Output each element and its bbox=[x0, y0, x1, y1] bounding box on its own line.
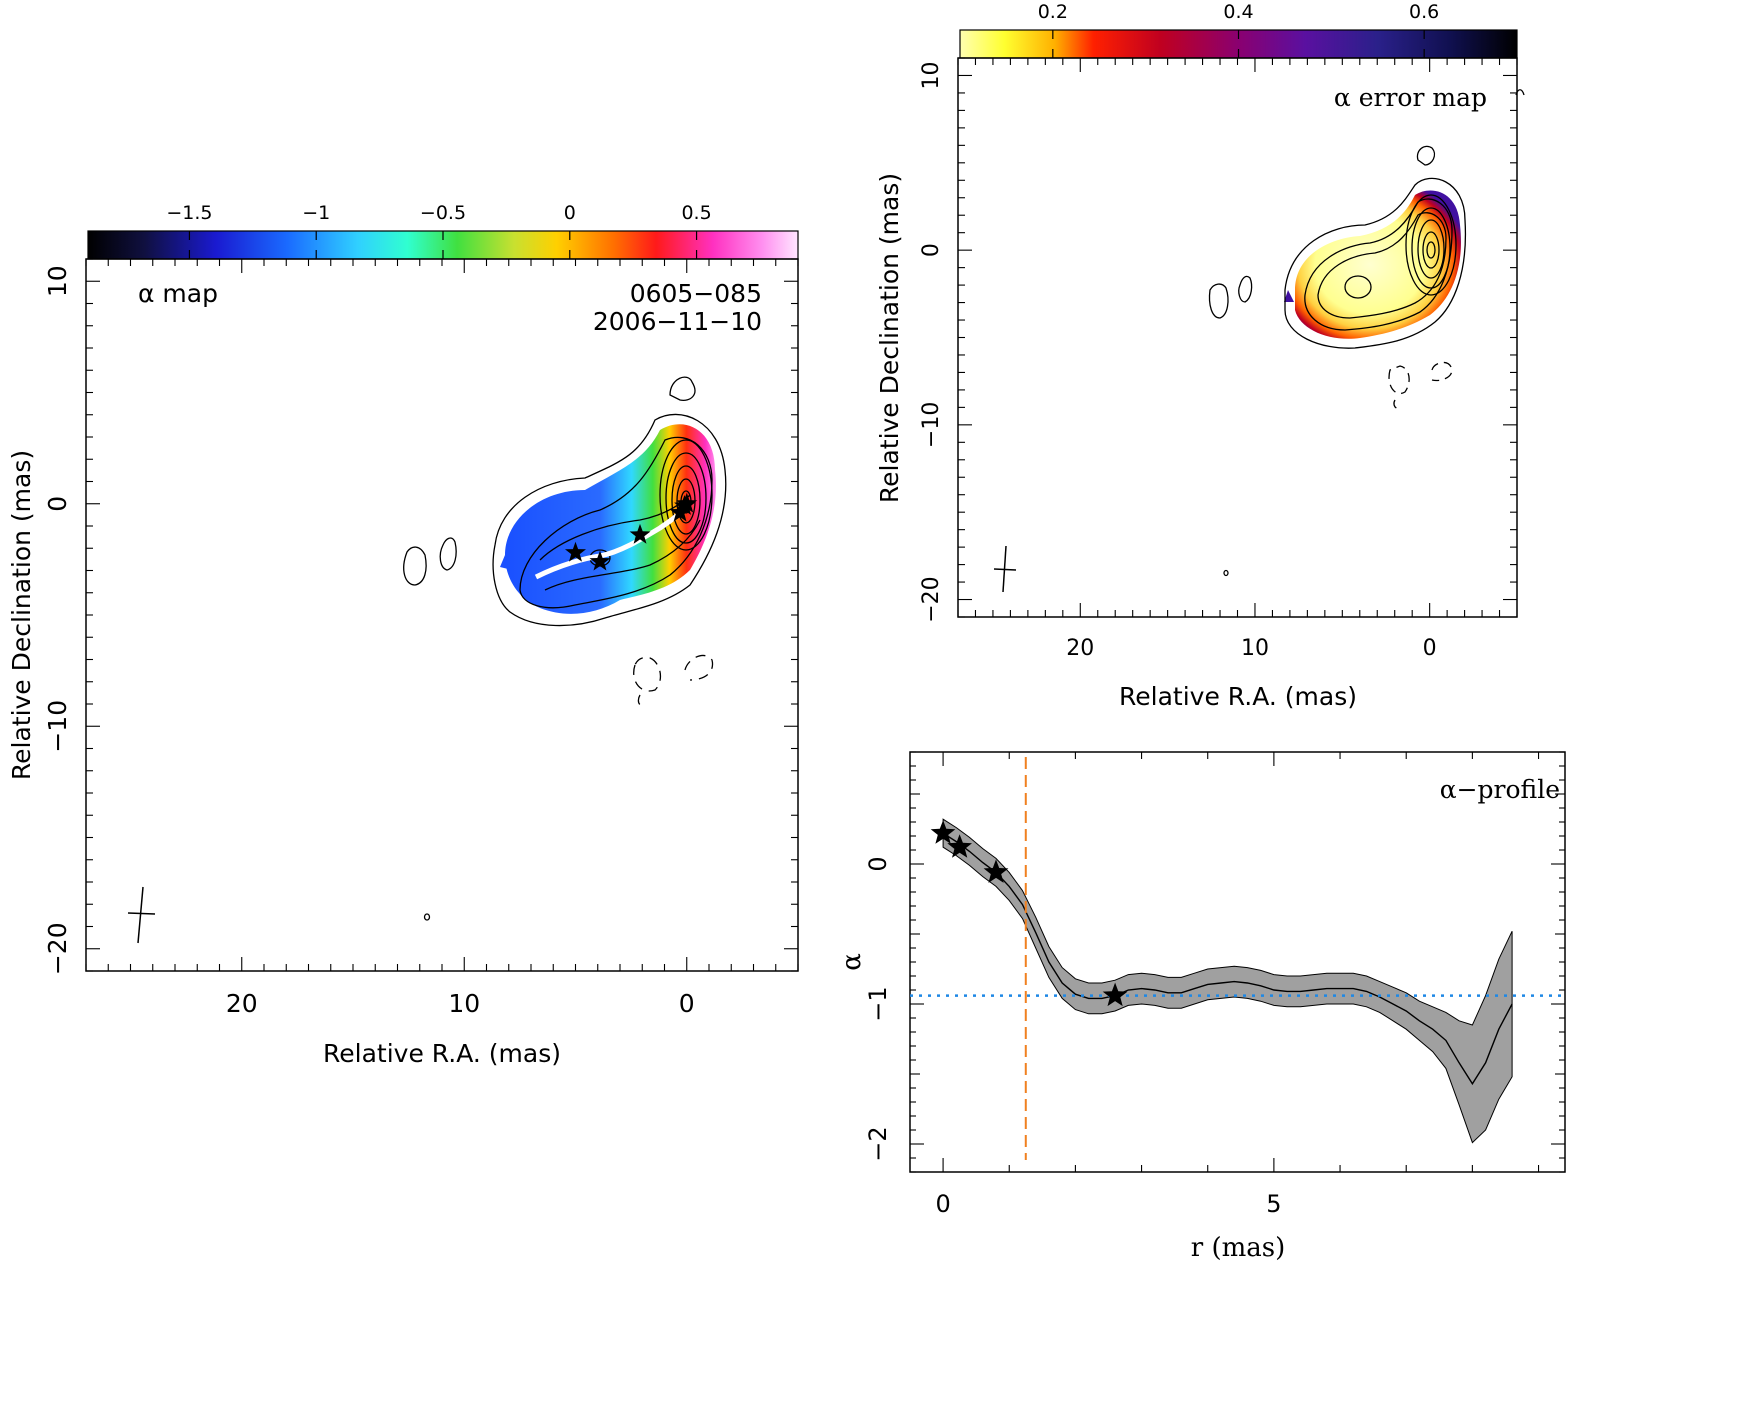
error-colorbar-tick-label: 0.2 bbox=[1038, 1, 1068, 23]
alpha-map-star-marker bbox=[676, 492, 698, 513]
error-map-label: α error map bbox=[1334, 83, 1487, 112]
alpha-map-contours bbox=[403, 376, 727, 921]
error-map-frame bbox=[957, 57, 1518, 618]
alpha-profile-ylabel: α bbox=[837, 953, 867, 971]
alpha-error-map-panel: 0.2 0.4 0.6 20 10 0 10 0 −10 −20 bbox=[875, 1, 1525, 711]
alpha-map-y-tick-label: −20 bbox=[43, 922, 72, 975]
alpha-map-ylabel: Relative Declination (mas) bbox=[7, 450, 36, 780]
alpha-colorbar-tick-label: 0 bbox=[564, 202, 576, 224]
alpha-map-star-marker bbox=[629, 523, 651, 544]
alpha-map-star-marker bbox=[589, 550, 611, 571]
alpha-map-star-marker bbox=[565, 541, 586, 562]
error-map-ylabel: Relative Declination (mas) bbox=[875, 173, 904, 503]
alpha-profile-star-marker bbox=[930, 820, 956, 844]
alpha-map-x-tick-label: 0 bbox=[679, 989, 695, 1018]
alpha-colorbar-tick-label: 0.5 bbox=[681, 202, 711, 224]
error-map-beam bbox=[993, 545, 1017, 593]
error-map-y-tick-label: 10 bbox=[919, 61, 944, 89]
alpha-profile-star-marker bbox=[983, 859, 1009, 883]
error-map-y-tick-label: −10 bbox=[919, 402, 944, 448]
alpha-profile-line bbox=[942, 832, 1513, 1086]
alpha-colorbar-tick-label: −1.5 bbox=[166, 202, 212, 224]
error-map-x-tick-label: 0 bbox=[1423, 636, 1437, 661]
alpha-profile-label: α−profile bbox=[1440, 775, 1560, 804]
alpha-map-negative-contours bbox=[633, 654, 714, 707]
source-name: 0605−085 bbox=[630, 279, 762, 308]
error-map-x-tick-label: 20 bbox=[1066, 636, 1094, 661]
error-colorbar-tick-label: 0.4 bbox=[1223, 1, 1253, 23]
alpha-map-beam bbox=[127, 886, 156, 944]
alpha-map-panel: −1.5 −1 −0.5 0 0.5 20 10 0 10 0 −10 −20 bbox=[7, 202, 799, 1068]
alpha-map-x-tick-label: 20 bbox=[226, 989, 258, 1018]
alpha-colorbar-tick-label: −0.5 bbox=[420, 202, 466, 224]
alpha-map-y-tick-label: 0 bbox=[43, 496, 72, 512]
alpha-profile-axis-ticks: 0 5 0 −1 −2 bbox=[864, 751, 1565, 1218]
alpha-map-x-tick-label: 10 bbox=[448, 989, 480, 1018]
error-map-xlabel: Relative R.A. (mas) bbox=[1119, 682, 1357, 711]
alpha-map-y-tick-label: 10 bbox=[43, 265, 72, 297]
error-map-image bbox=[1295, 190, 1461, 339]
alpha-map-label: α map bbox=[138, 279, 218, 308]
alpha-profile-star-marker bbox=[1102, 982, 1128, 1007]
alpha-profile-star-marker bbox=[947, 834, 972, 858]
error-colorbar-tick-label: 0.6 bbox=[1409, 1, 1439, 23]
error-map-y-tick-label: 0 bbox=[919, 243, 944, 257]
alpha-profile-stars bbox=[930, 820, 1128, 1007]
alpha-profile-y-tick-label: 0 bbox=[864, 856, 892, 871]
alpha-profile-x-tick-label: 0 bbox=[935, 1190, 950, 1218]
alpha-map-xlabel: Relative R.A. (mas) bbox=[323, 1039, 561, 1068]
error-colorbar-ticks: 0.2 0.4 0.6 bbox=[1038, 1, 1439, 58]
alpha-profile-xlabel: r (mas) bbox=[1191, 1233, 1285, 1263]
alpha-profile-x-tick-label: 5 bbox=[1266, 1190, 1281, 1218]
alpha-profile-error-band bbox=[942, 818, 1513, 1144]
alpha-colorbar-ticks: −1.5 −1 −0.5 0 0.5 bbox=[166, 202, 712, 259]
error-map-contours bbox=[1208, 89, 1525, 577]
alpha-map-y-tick-label: −10 bbox=[43, 700, 72, 753]
alpha-profile-y-tick-label: −1 bbox=[864, 986, 892, 1021]
alpha-map-axis-ticks: 20 10 0 10 0 −10 −20 bbox=[43, 258, 799, 1018]
alpha-profile-y-tick-label: −2 bbox=[864, 1126, 892, 1161]
alpha-map-stars bbox=[565, 492, 698, 571]
error-map-x-tick-label: 10 bbox=[1241, 636, 1269, 661]
error-map-negative-contours bbox=[1388, 361, 1453, 410]
error-map-y-tick-label: −20 bbox=[919, 576, 944, 622]
observation-date: 2006−11−10 bbox=[593, 307, 762, 336]
error-map-axis-ticks: 20 10 0 10 0 −10 −20 bbox=[919, 57, 1518, 661]
alpha-profile-panel: 0 5 0 −1 −2 α−profile r (mas) α bbox=[837, 751, 1566, 1263]
alpha-map-frame bbox=[85, 258, 799, 972]
alpha-colorbar-tick-label: −1 bbox=[302, 202, 330, 224]
